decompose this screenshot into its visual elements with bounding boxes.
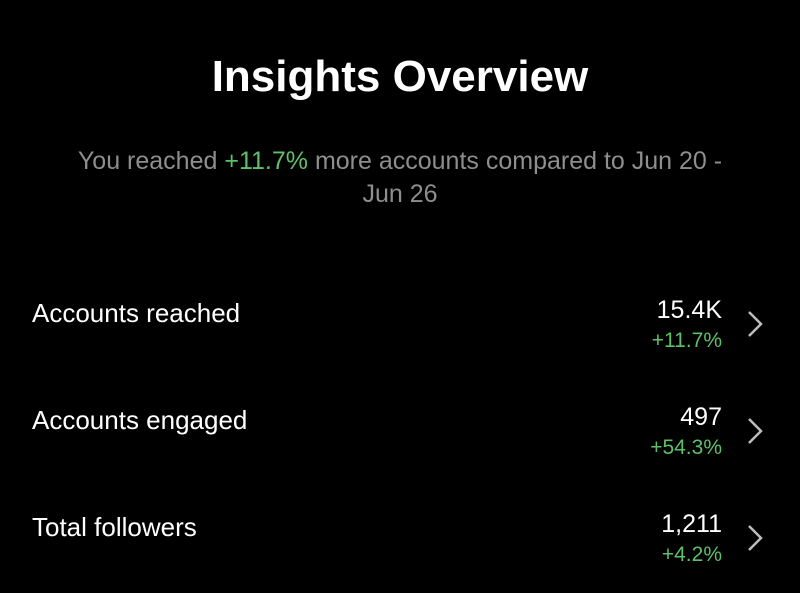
row-value: 15.4K	[656, 296, 722, 324]
chevron-icon	[748, 525, 763, 551]
insight-row[interactable]: Accounts engaged 497 +54.3%	[0, 403, 800, 485]
insight-row[interactable]: Total followers 1,211 +4.2%	[0, 510, 800, 592]
summary-prefix: You reached	[77, 147, 218, 175]
row-change: +4.2%	[661, 543, 722, 566]
row-label: Accounts reached	[32, 298, 241, 328]
row-value: 497	[680, 403, 722, 431]
title: Insights Overview	[211, 52, 589, 101]
insight-row[interactable]: Accounts reached 15.4K +11.7%	[0, 296, 800, 378]
summary-highlight: +11.7%	[224, 147, 308, 175]
chevron	[748, 311, 763, 337]
chevron-icon	[748, 311, 763, 337]
summary-suffix: more accounts compared to Jun 20 - Jun 2…	[314, 147, 723, 208]
chevron-icon	[748, 418, 763, 444]
row-label: Accounts engaged	[32, 405, 248, 435]
row-value: 1,211	[661, 510, 722, 538]
row-change: +54.3%	[650, 436, 722, 459]
row-label: Total followers	[32, 512, 197, 542]
row-change: +11.7%	[651, 329, 722, 352]
summary: You reached +11.7% more accounts compare…	[60, 145, 740, 211]
chevron	[748, 525, 763, 551]
chevron	[748, 418, 763, 444]
